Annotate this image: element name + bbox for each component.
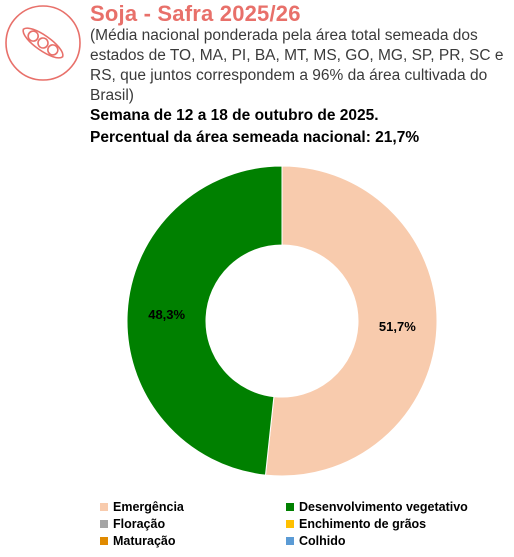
- legend-swatch: [100, 520, 108, 528]
- legend-swatch: [286, 503, 294, 511]
- legend-item-3: Enchimento de grãos: [286, 517, 426, 531]
- slice-1: [126, 165, 283, 476]
- legend-item-1: Desenvolvimento vegetativo: [286, 500, 468, 514]
- legend-swatch: [286, 537, 294, 545]
- legend-label: Colhido: [299, 534, 346, 548]
- slice-label-1: 48,3%: [148, 307, 185, 322]
- sown-area-percent: Percentual da área semeada nacional: 21,…: [90, 129, 420, 146]
- chart-title: Soja - Safra 2025/26: [90, 1, 301, 26]
- slice-label-0: 51,7%: [379, 319, 416, 334]
- week-label: Semana de 12 a 18 de outubro de 2025.: [90, 107, 379, 124]
- legend-swatch: [286, 520, 294, 528]
- legend-swatch: [100, 537, 108, 545]
- legend-label: Emergência: [113, 500, 184, 514]
- legend-item-5: Colhido: [286, 534, 346, 548]
- legend-label: Maturação: [113, 534, 176, 548]
- legend-label: Floração: [113, 517, 166, 531]
- legend-swatch: [100, 503, 108, 511]
- legend-item-2: Floração: [100, 517, 165, 531]
- legend-label: Desenvolvimento vegetativo: [299, 500, 468, 514]
- soybean-pod-icon: [5, 5, 81, 81]
- legend-item-4: Maturação: [100, 534, 176, 548]
- legend-item-0: Emergência: [100, 500, 184, 514]
- slice-0: [264, 165, 438, 477]
- chart-subtitle: (Média nacional ponderada pela área tota…: [90, 27, 504, 104]
- legend-label: Enchimento de grãos: [299, 517, 427, 531]
